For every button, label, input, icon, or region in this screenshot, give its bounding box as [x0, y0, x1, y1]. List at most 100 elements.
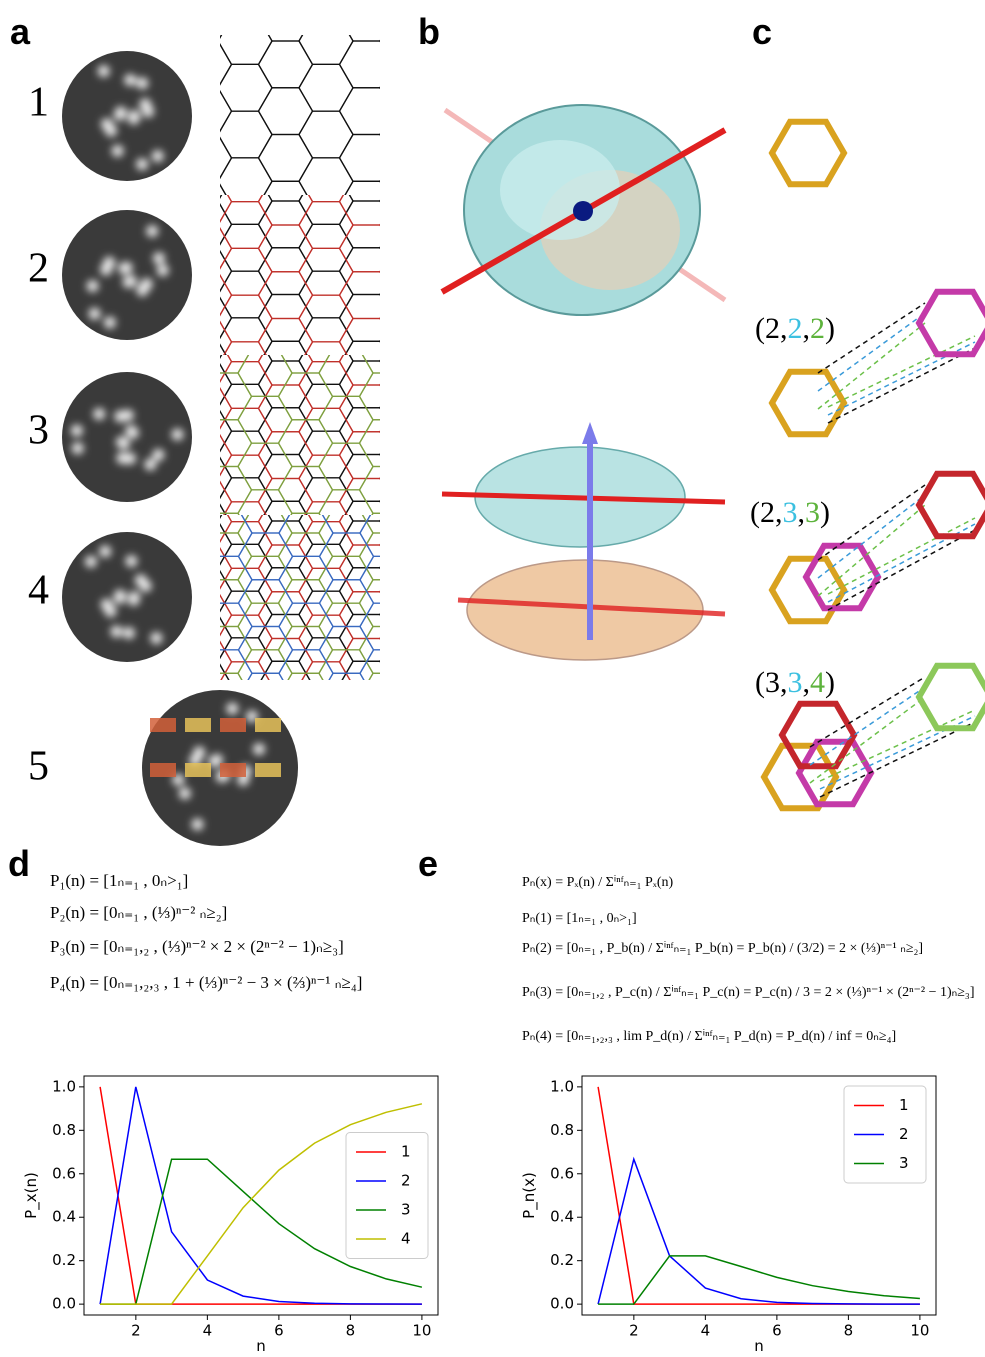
hexagon [340, 154, 394, 201]
hexagon [360, 743, 414, 790]
hexagon [239, 486, 293, 533]
hexagon [299, 291, 353, 338]
hexagon [441, 533, 495, 580]
bright-spot [98, 65, 110, 77]
y-tick-label: 1.0 [550, 1077, 574, 1095]
hexagon [340, 474, 394, 521]
hexagon [360, 860, 414, 907]
bright-spot [171, 428, 183, 440]
hexagon [340, 341, 394, 388]
hexagon [340, 755, 394, 802]
y-tick-label: 0.2 [550, 1251, 574, 1269]
line-chart: 2468100.00.20.40.60.81.0nP_x(n)1234 [22, 1076, 438, 1355]
hexagon [380, 591, 434, 638]
hexagon [360, 580, 414, 627]
hexagon [340, 525, 394, 572]
hexagon [380, 802, 434, 849]
hexagon [421, 666, 475, 713]
hexagon [178, 41, 232, 88]
hexagon [360, 673, 414, 720]
hexagon [259, 848, 313, 895]
hexagon [441, 814, 495, 861]
legend-label: 1 [401, 1143, 411, 1161]
charts: 2468100.00.20.40.60.81.0nP_x(n)123424681… [22, 1076, 936, 1355]
hexagon [340, 501, 394, 548]
hexagon [421, 365, 475, 412]
hexagon [380, 455, 434, 502]
hexagon [178, 365, 232, 412]
connector [828, 336, 975, 407]
hexagon [421, 459, 475, 506]
hexagon [380, 408, 434, 455]
hexagon [400, 677, 454, 724]
micrograph [62, 210, 192, 340]
connector [828, 518, 975, 594]
hexagon [380, 365, 434, 412]
hexagon [380, 482, 434, 529]
bright-spot [110, 626, 122, 638]
hexagon [441, 373, 495, 420]
hexagon [380, 544, 434, 591]
x-tick-label: 2 [131, 1322, 141, 1340]
hexagon [238, 837, 292, 884]
y-tick-label: 0.4 [52, 1208, 76, 1226]
hexagon [421, 688, 475, 735]
legend-label: 1 [899, 1096, 909, 1114]
hexagon [218, 849, 272, 896]
hexagon [178, 525, 232, 572]
hexagon [421, 708, 475, 755]
y-tick-label: 0.6 [550, 1164, 574, 1182]
hexagon-diagram [764, 122, 985, 808]
hexagon [421, 435, 475, 482]
hexagon [259, 619, 313, 666]
equation: P₁(n) = [1ₙ₌₁ , 0ₙ>₁] [50, 871, 188, 890]
bright-spot [253, 743, 265, 755]
connector [828, 348, 975, 423]
figure: a b c d e 1 2 3 4 5 (2,2,2) (2,3,3) (3,3… [0, 0, 985, 1357]
hexagon [198, 560, 252, 607]
panel-label: d [8, 843, 30, 884]
equation: P₄(n) = [0ₙ₌₁,₂,₃ , 1 + (⅓)ⁿ⁻² − 3 × (⅔)… [50, 973, 362, 992]
hexagon [380, 709, 434, 756]
hexagon [380, 498, 434, 545]
hexagon [421, 712, 475, 759]
hexagon [299, 642, 353, 689]
hexagon [218, 595, 272, 642]
overlay [255, 763, 281, 777]
bright-spot [85, 556, 97, 568]
protein-top [442, 105, 725, 315]
hexagon [421, 322, 475, 369]
hexagon [421, 408, 475, 455]
hexagon [360, 700, 414, 747]
x-axis-label: n [256, 1337, 266, 1355]
bright-spot [93, 408, 105, 420]
triple-label: (2,2,2) [755, 312, 835, 345]
hexagon [299, 802, 353, 849]
equation: P₂(n) = [0ₙ₌₁ , (⅓)ⁿ⁻² ₙ≥₂] [50, 903, 227, 922]
overlay [150, 718, 176, 732]
y-tick-label: 0.2 [52, 1251, 76, 1269]
hexagon [319, 303, 373, 350]
hexagon [319, 697, 373, 744]
hexagon [380, 638, 434, 685]
y-tick-label: 0.8 [52, 1121, 76, 1139]
hexagon [380, 291, 434, 338]
hexagon [400, 583, 454, 630]
hexagon [380, 224, 434, 271]
hexagon [772, 122, 844, 184]
panel-label: b [418, 11, 440, 52]
legend-label: 2 [401, 1172, 411, 1190]
hexagon [441, 767, 495, 814]
hexagon [380, 665, 434, 712]
hexagon [380, 755, 434, 802]
bright-spot [116, 436, 128, 448]
hexagon [299, 451, 353, 498]
x-tick-label: 10 [910, 1322, 929, 1340]
hexagon [218, 549, 272, 596]
bright-spot [128, 112, 140, 124]
hexagon [380, 458, 434, 505]
hexagon [380, 362, 434, 409]
hexagon [299, 731, 353, 778]
y-tick-label: 0.6 [52, 1164, 76, 1182]
hexagon [178, 314, 232, 361]
